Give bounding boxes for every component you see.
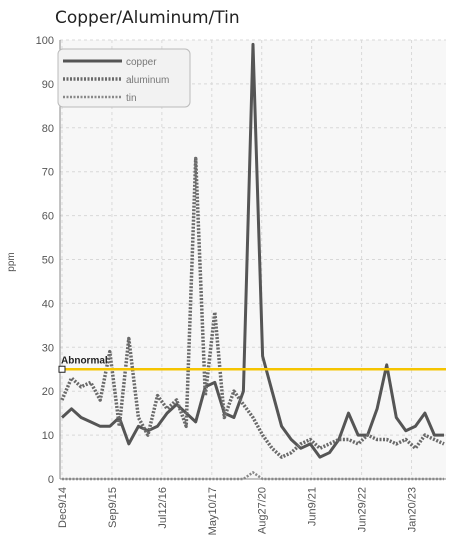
axis-layer: 0 10 20 30 40 50 60 70 80 90 100 Dec9/14 Sep9/15 Jul1… xyxy=(36,35,446,535)
x-tick-label: Jun9/21 xyxy=(307,487,319,526)
threshold-label: Abnormal xyxy=(61,355,108,366)
y-tick-label: 90 xyxy=(42,79,54,91)
legend-label-tin: tin xyxy=(126,93,137,104)
legend-label-copper: copper xyxy=(126,57,157,68)
legend-box xyxy=(57,48,191,108)
x-tick-label: Sep9/15 xyxy=(107,487,119,528)
grid-layer xyxy=(60,39,446,480)
series-line-tin xyxy=(62,471,444,481)
legend-label-aluminum: aluminum xyxy=(126,75,169,86)
x-tick-label: Jul12/16 xyxy=(157,487,169,529)
x-tick-label: Aug27/20 xyxy=(257,487,269,534)
series-layer xyxy=(60,42,445,481)
series-line-aluminum xyxy=(60,156,445,459)
y-tick-label: 10 xyxy=(42,430,54,442)
threshold-layer: Abnormal xyxy=(58,355,446,373)
y-tick-label: 0 xyxy=(48,474,54,486)
y-tick-label: 40 xyxy=(42,298,54,310)
x-tick-label: May10/17 xyxy=(207,487,219,535)
y-tick-label: 50 xyxy=(42,255,54,267)
chart-title: Copper/Aluminum/Tin xyxy=(55,8,240,28)
y-tick-label: 20 xyxy=(42,386,54,398)
y-tick-label: 100 xyxy=(36,35,54,47)
y-axis-label: ppm xyxy=(6,252,17,271)
y-tick-label: 30 xyxy=(42,342,54,354)
x-tick-label: Jun29/22 xyxy=(357,487,369,532)
x-tick-label: Jan20/23 xyxy=(407,487,419,532)
threshold-marker xyxy=(58,365,66,373)
y-tick-label: 80 xyxy=(42,123,54,135)
y-tick-label: 60 xyxy=(42,211,54,223)
legend: copper aluminum tin xyxy=(57,48,191,108)
series-line-copper xyxy=(60,42,444,459)
y-tick-label: 70 xyxy=(42,167,54,179)
x-tick-label: Dec9/14 xyxy=(57,487,69,528)
